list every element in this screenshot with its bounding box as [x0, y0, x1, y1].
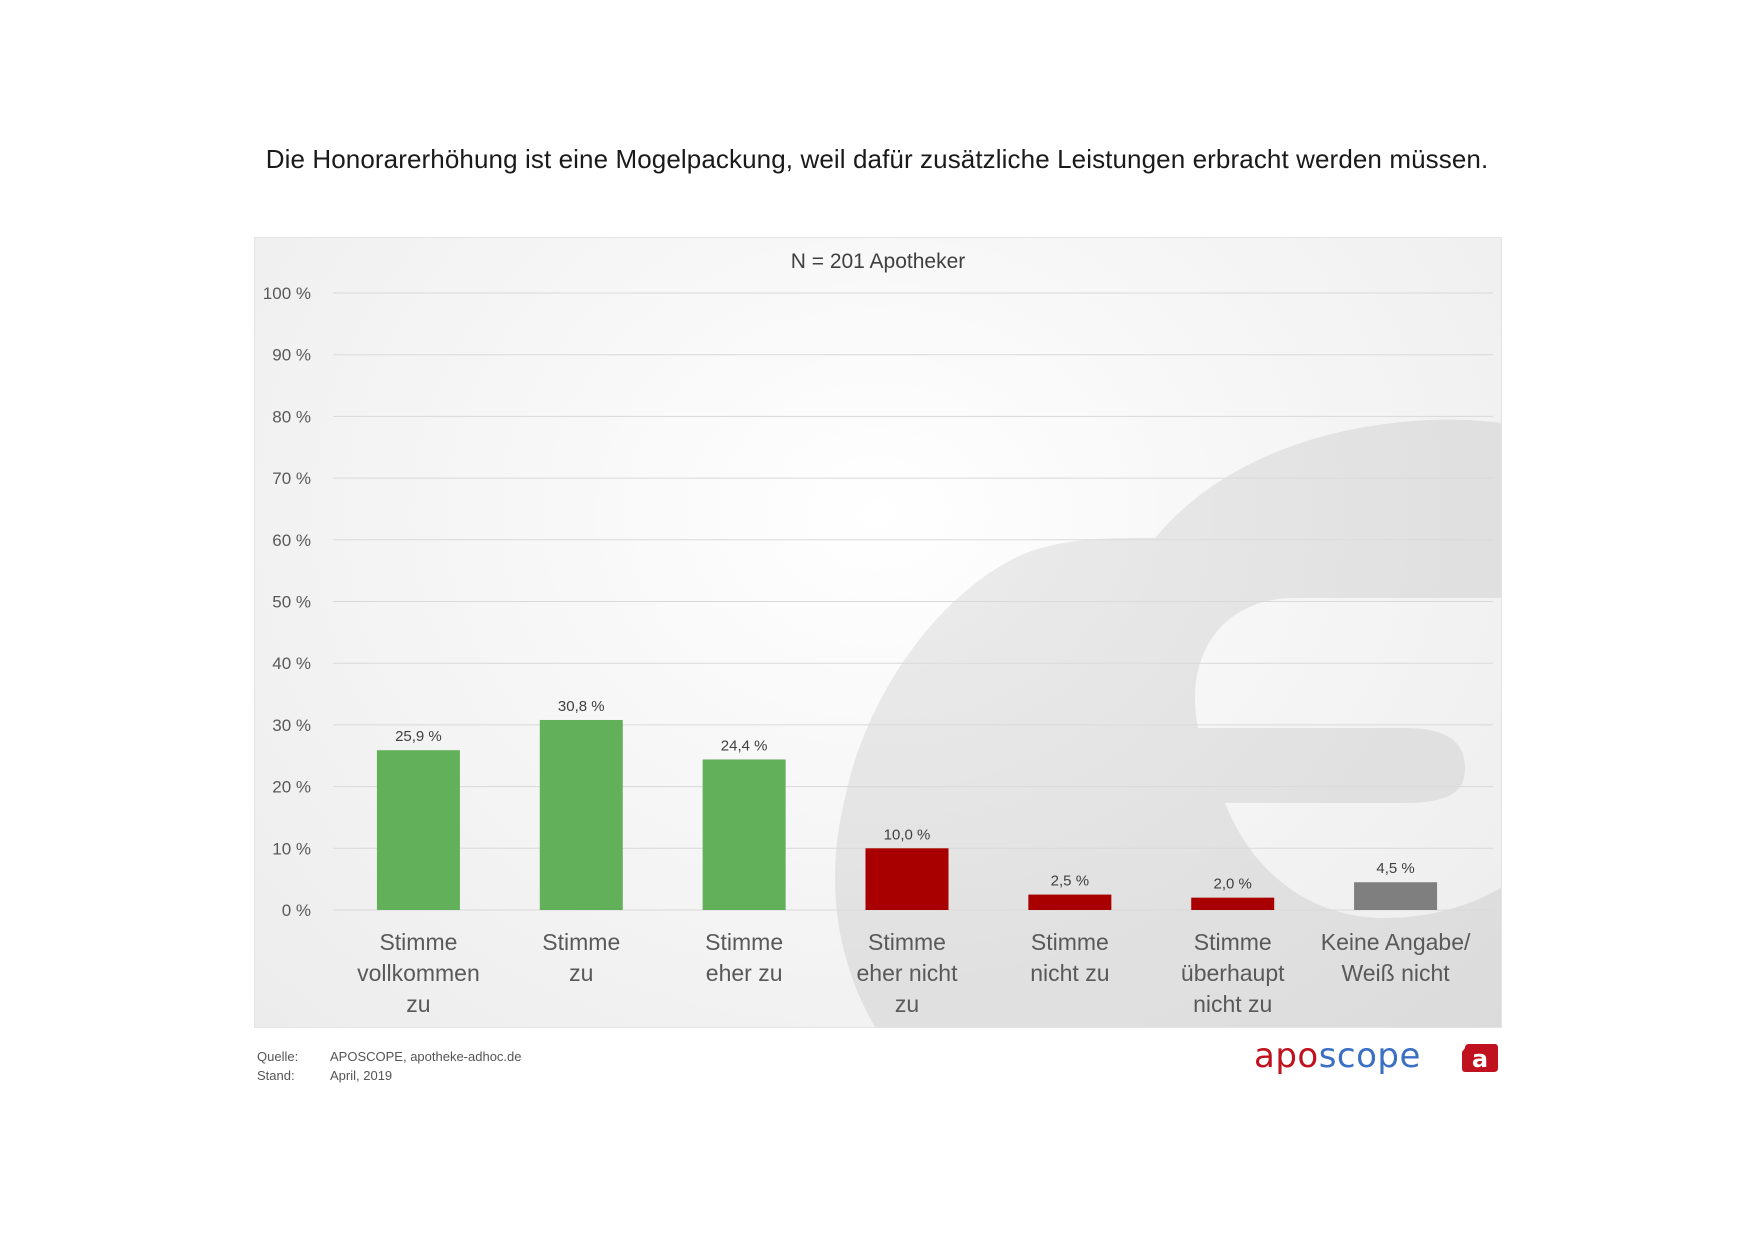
data-label: 2,0 % — [1214, 876, 1252, 893]
bar — [702, 759, 786, 910]
aposcope-logo: aposcope — [1254, 1036, 1421, 1076]
date-label: Stand: — [257, 1068, 295, 1083]
chart-panel: N = 201 Apotheker 0 % 10 % 20 % 30 % 40 % 50 %… — [254, 237, 1502, 1028]
x-category-label-line: Stimme — [542, 929, 620, 955]
x-category-label-line: Weiß nicht — [1341, 960, 1450, 986]
chart-footer: Quelle: APOSCOPE, apotheke-adhoc.de Stan… — [257, 1047, 522, 1085]
bar — [1354, 882, 1438, 910]
y-tick-label: 20 % — [272, 778, 311, 797]
chart-title: N = 201 Apotheker — [791, 250, 966, 273]
x-category-label: Stimme vollkommen zu — [357, 929, 480, 1017]
watermark-euro-icon — [835, 419, 1501, 1027]
bar — [376, 750, 460, 910]
data-label: 4,5 % — [1376, 860, 1414, 877]
x-category-label-line: eher zu — [706, 960, 783, 986]
x-category-label-line: Stimme — [1031, 929, 1109, 955]
data-label: 24,4 % — [721, 737, 768, 754]
x-category-label-line: zu — [895, 991, 919, 1017]
x-category-label-line: Stimme — [705, 929, 783, 955]
bar — [539, 719, 623, 910]
logo-badge-letter: a — [1472, 1045, 1488, 1073]
x-category-label-line: vollkommen — [357, 960, 480, 986]
data-label: 10,0 % — [884, 826, 931, 843]
bar — [865, 848, 949, 910]
x-category-label-line: Keine Angabe/ — [1321, 929, 1471, 955]
source-value: APOSCOPE, apotheke-adhoc.de — [330, 1049, 522, 1064]
apotheke-adhoc-logo-icon: a — [1462, 1044, 1498, 1073]
x-category-label: Stimme zu — [542, 929, 620, 986]
bar — [1191, 897, 1275, 910]
x-category-label-line: überhaupt — [1181, 960, 1285, 986]
x-category-label-line: Stimme — [1194, 929, 1272, 955]
x-category-label: Stimme überhaupt nicht zu — [1181, 929, 1285, 1017]
x-category-label-line: nicht zu — [1193, 991, 1272, 1017]
x-category-label: Keine Angabe/Weiß nicht — [1321, 929, 1471, 986]
x-category-label-line: Stimme — [868, 929, 946, 955]
logo-part-scope: scope — [1318, 1036, 1421, 1076]
y-tick-label: 60 % — [272, 531, 311, 550]
y-tick-label: 80 % — [272, 407, 311, 426]
chart-headline: Die Honorarerhöhung ist eine Mogelpackun… — [265, 144, 1489, 174]
x-category-label-line: Stimme — [379, 929, 457, 955]
data-label: 30,8 % — [558, 698, 605, 715]
data-label: 2,5 % — [1051, 873, 1089, 890]
y-tick-label: 10 % — [272, 839, 311, 858]
y-tick-label: 90 % — [272, 346, 311, 365]
x-category-label: Stimme nicht zu — [1030, 929, 1109, 986]
x-category-label-line: eher nicht — [856, 960, 958, 986]
date-value: April, 2019 — [330, 1068, 393, 1083]
bar-chart: N = 201 Apotheker 0 % 10 % 20 % 30 % 40 % 50 %… — [263, 250, 1501, 1027]
x-category-label: Stimme eher zu — [705, 929, 783, 986]
bar — [1028, 894, 1112, 910]
y-tick-label: 30 % — [272, 716, 311, 735]
data-label: 25,9 % — [395, 728, 442, 745]
y-tick-label: 0 % — [282, 901, 311, 920]
y-tick-label: 50 % — [272, 593, 311, 612]
source-label: Quelle: — [257, 1049, 299, 1064]
y-tick-label: 100 % — [263, 284, 311, 303]
x-category-label-line: zu — [406, 991, 430, 1017]
x-category-label-line: zu — [569, 960, 593, 986]
x-category-label: Stimme eher nicht zu — [856, 929, 958, 1017]
y-tick-label: 40 % — [272, 654, 311, 673]
x-category-label-line: nicht zu — [1030, 960, 1109, 986]
logo-part-apo: apo — [1254, 1036, 1319, 1076]
y-tick-label: 70 % — [272, 469, 311, 488]
